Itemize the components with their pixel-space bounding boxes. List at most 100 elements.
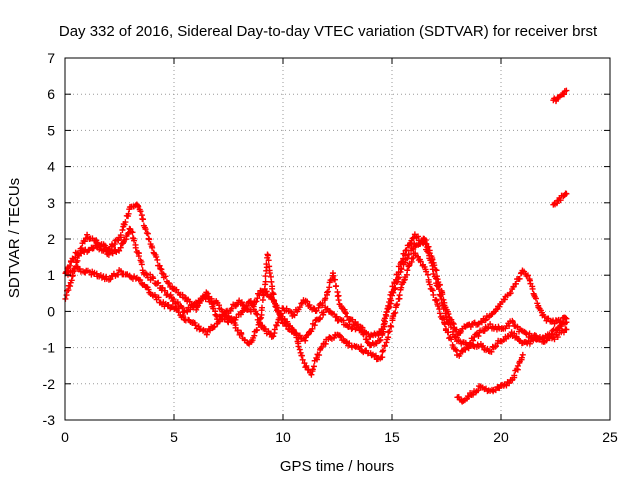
data-point-trace-c (208, 295, 215, 302)
data-point-trace-b (211, 323, 218, 330)
data-point-trace-a (309, 325, 316, 332)
data-point-trace-b (516, 337, 523, 344)
data-point-trace-c (322, 295, 329, 302)
data-point-trace-c (439, 291, 446, 298)
data-point-trace-b (303, 362, 310, 369)
data-point-trace-b (258, 304, 265, 311)
data-point-trace-b (203, 331, 210, 338)
data-point-trace-c (563, 315, 570, 322)
data-point-trace-f (563, 190, 570, 197)
x-axis-title: GPS time / hours (280, 458, 394, 475)
data-point-trace-c (142, 270, 149, 277)
x-tick-label: 5 (170, 429, 178, 445)
y-tick-label: 3 (47, 195, 55, 211)
data-point-trace-c (116, 247, 123, 254)
data-point-trace-b (388, 323, 395, 330)
data-points (62, 87, 570, 405)
data-point-trace-b (299, 356, 306, 363)
data-point-trace-b (293, 334, 300, 341)
data-point-trace-b (358, 343, 365, 350)
data-point-trace-c (425, 243, 432, 250)
data-point-trace-c (138, 261, 145, 268)
data-point-trace-b (316, 352, 323, 359)
y-tick-label: -3 (43, 412, 56, 428)
data-point-trace-c (270, 333, 277, 340)
data-point-trace-c (271, 326, 278, 333)
data-point-trace-b (385, 329, 392, 336)
data-point-trace-b (234, 327, 241, 334)
data-point-trace-c (187, 306, 194, 313)
data-point-trace-b (117, 268, 124, 275)
data-point-trace-b (441, 321, 448, 328)
data-point-trace-b (175, 309, 182, 316)
data-point-trace-b (488, 348, 495, 355)
data-point-trace-c (557, 318, 564, 325)
data-point-trace-c (335, 297, 342, 304)
data-point-trace-b (270, 299, 277, 306)
y-tick-label: 6 (47, 86, 55, 102)
data-point-trace-c (359, 324, 366, 331)
data-point-trace-a (142, 226, 149, 233)
x-tick-label: 0 (61, 429, 69, 445)
data-point-trace-d (475, 387, 482, 394)
data-point-trace-b (309, 366, 316, 373)
data-point-trace-c (431, 262, 438, 269)
data-point-trace-d (511, 372, 518, 379)
data-point-trace-c (453, 326, 460, 333)
data-point-trace-b (165, 302, 172, 309)
data-point-trace-a (122, 219, 129, 226)
data-point-trace-b (479, 342, 486, 349)
data-point-trace-a (554, 334, 561, 341)
data-point-trace-b (268, 278, 275, 285)
data-point-trace-b (379, 354, 386, 361)
data-point-trace-a (165, 280, 172, 287)
data-point-trace-e (560, 91, 567, 98)
data-point-trace-a (296, 332, 303, 339)
chart-title: Day 332 of 2016, Sidereal Day-to-day VTE… (59, 23, 598, 40)
data-point-trace-c (436, 282, 443, 289)
data-point-trace-b (259, 297, 266, 304)
data-point-trace-a (447, 324, 454, 331)
data-point-trace-b (295, 343, 302, 350)
data-point-trace-b (394, 301, 401, 308)
data-point-trace-c (467, 323, 474, 330)
data-point-trace-c (482, 316, 489, 323)
data-point-trace-b (372, 352, 379, 359)
data-point-trace-c (117, 244, 124, 251)
data-point-trace-c (68, 259, 75, 266)
data-point-trace-c (304, 298, 311, 305)
data-point-trace-b (337, 333, 344, 340)
data-point-trace-a (74, 257, 81, 264)
data-point-trace-a (253, 298, 260, 305)
data-point-trace-a (154, 256, 161, 263)
data-point-trace-b (298, 352, 305, 359)
x-tick-label: 15 (384, 429, 400, 445)
data-point-trace-b (267, 273, 274, 280)
data-point-trace-a (173, 286, 180, 293)
data-point-trace-c (474, 321, 481, 328)
data-point-trace-d (464, 393, 471, 400)
data-point-trace-c (507, 290, 514, 297)
data-point-trace-b (132, 275, 139, 282)
data-point-trace-b (385, 334, 392, 341)
data-point-trace-c (426, 250, 433, 257)
data-point-trace-d (519, 351, 526, 358)
data-point-trace-b (310, 363, 317, 370)
data-point-trace-b (313, 356, 320, 363)
data-point-trace-b (417, 258, 424, 265)
data-point-trace-b (386, 328, 393, 335)
data-point-trace-a (146, 236, 153, 243)
data-point-trace-b (434, 302, 441, 309)
data-point-trace-b (308, 371, 315, 378)
y-tick-label: 2 (47, 231, 55, 247)
data-point-trace-a (144, 230, 151, 237)
data-point-trace-c (410, 246, 417, 253)
data-point-trace-c (404, 255, 411, 262)
data-point-trace-c (135, 253, 142, 260)
data-point-trace-a (364, 339, 371, 346)
data-point-trace-a (317, 314, 324, 321)
data-point-trace-c (132, 244, 139, 251)
data-point-trace-c (445, 311, 452, 318)
data-point-trace-c (433, 267, 440, 274)
